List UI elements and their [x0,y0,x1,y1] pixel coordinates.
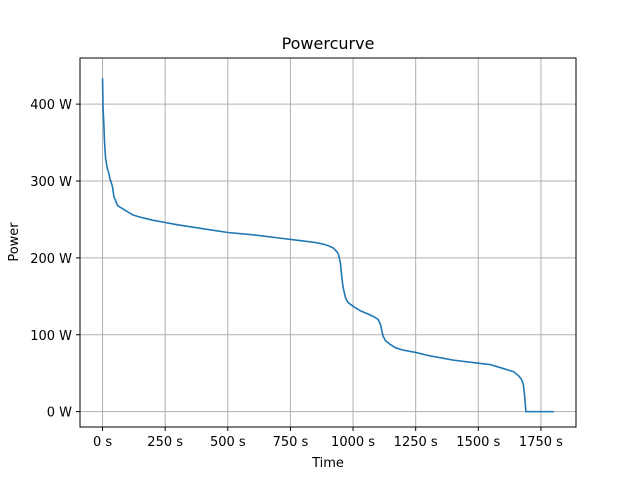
x-tick-label: 750 s [273,435,309,450]
y-axis-label: Power [7,222,22,262]
y-tick-label: 0 W [47,406,72,421]
x-axis-label: Time [311,456,344,471]
tick-layer: 0 s 250 s 500 s 750 s 1000 s 1250 s 1500 s 1750… [30,98,563,450]
x-tick-label: 1750 s [519,435,563,450]
y-tick-label: 200 W [30,252,72,267]
y-tick-label: 400 W [30,98,72,113]
y-tick-label: 300 W [30,175,72,190]
series-layer [101,77,555,413]
x-tick-label: 0 s [93,435,112,450]
series-line-0 [101,77,555,413]
x-tick-label: 1500 s [456,435,500,450]
chart-title: Powercurve [282,34,375,53]
grid-lines [80,58,576,427]
x-tick-label: 250 s [147,435,183,450]
x-tick-label: 500 s [210,435,246,450]
x-tick-label: 1000 s [331,435,375,450]
y-tick-label: 100 W [30,329,72,344]
plot-area-frame [79,57,577,428]
x-tick-label: 1250 s [394,435,438,450]
